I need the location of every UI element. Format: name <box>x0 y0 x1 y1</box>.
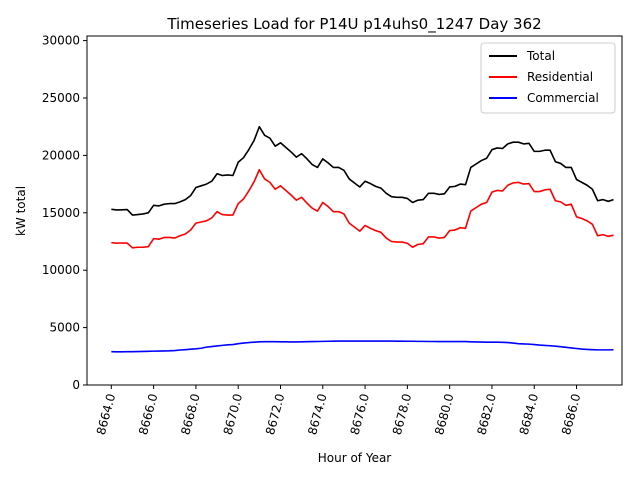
y-tick-label: 20000 <box>42 148 80 162</box>
legend: Total Residential Commercial <box>480 42 616 114</box>
series-layer <box>111 125 614 353</box>
y-tick-label: 30000 <box>42 34 80 48</box>
legend-label-residential: Residential <box>527 70 593 84</box>
series-line-commercial <box>111 340 614 353</box>
series-line-total <box>111 125 614 216</box>
y-tick-label: 10000 <box>42 263 80 277</box>
legend-box <box>480 42 616 114</box>
legend-label-commercial: Commercial <box>527 91 599 105</box>
legend-label-total: Total <box>526 49 555 63</box>
y-tick-label: 5000 <box>49 321 80 335</box>
plot-frame <box>86 35 623 386</box>
x-axis-label: Hour of Year <box>318 451 392 465</box>
y-tick-label: 15000 <box>42 206 80 220</box>
series-line-residential <box>111 168 614 249</box>
y-tick-label: 25000 <box>42 91 80 105</box>
y-axis-ticks: 0 5000 10000 15000 20000 25000 30000 <box>42 34 87 392</box>
y-axis-label: kW total <box>14 186 28 236</box>
y-tick-label: 0 <box>72 378 80 392</box>
chart-title: Timeseries Load for P14U p14uhs0_1247 Da… <box>166 15 541 34</box>
